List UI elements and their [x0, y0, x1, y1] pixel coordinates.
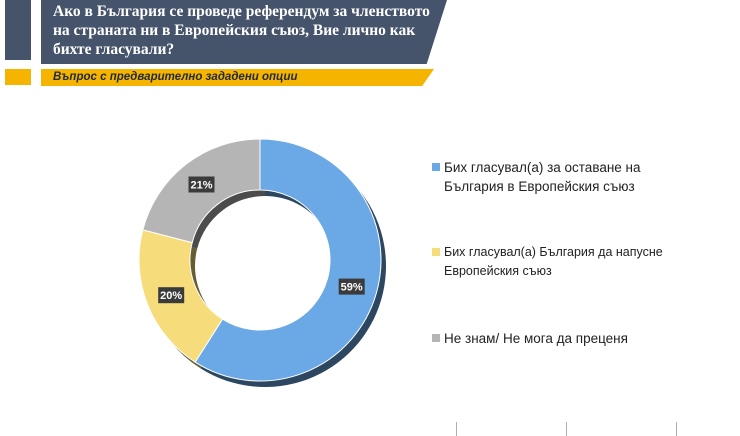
data-label-text: 20%: [160, 290, 182, 302]
legend-swatch-remain: [432, 163, 440, 171]
legend-label-dont-know: Не знам/ Не мога да преценя: [444, 331, 628, 346]
subtitle-banner: [41, 69, 434, 86]
legend-label-remain: Бих гласувал(а) за оставане на България …: [444, 160, 641, 194]
axis-tick: [456, 422, 457, 436]
data-label-dont-know: 21%: [188, 176, 215, 193]
data-label-text: 21%: [190, 180, 212, 192]
data-label-bg: [338, 278, 365, 295]
data-label-bg: [188, 176, 215, 193]
legend-swatch-dont-know: [432, 334, 440, 342]
data-label-text: 59%: [341, 282, 363, 294]
axis-tick: [676, 422, 677, 436]
data-label-leave: 20%: [158, 287, 185, 304]
axis-tick: [566, 422, 567, 436]
legend-swatch-leave: [432, 248, 440, 256]
chart-subtitle: Въпрос с предварително зададени опции: [53, 71, 298, 83]
subtitle-side-block: [5, 69, 31, 85]
donut-slice-remain: [194, 138, 382, 382]
header-side-block: [5, 0, 31, 60]
title-banner: [41, 0, 447, 64]
chart-title: Ако в България се проведе референдум за …: [53, 3, 430, 58]
legend-label-leave: Бих гласувал(а) България да напусне Евро…: [444, 245, 663, 278]
data-label-bg: [158, 287, 185, 304]
data-label-remain: 59%: [338, 278, 365, 295]
